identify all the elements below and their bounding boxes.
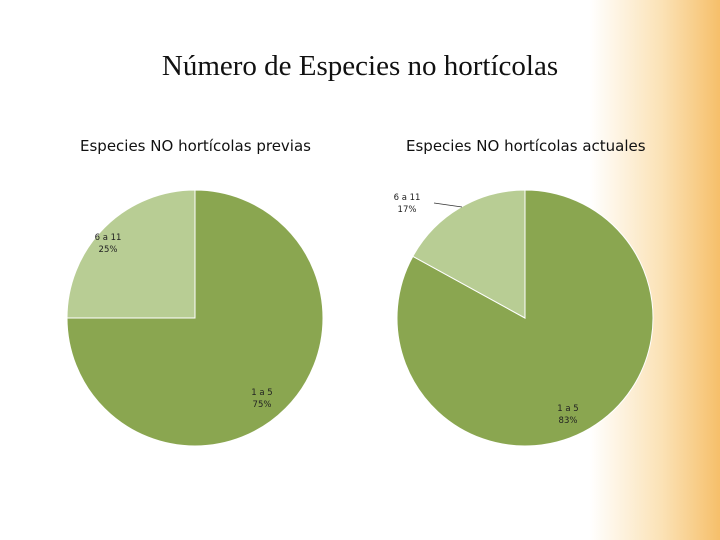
chart-title-actuales: Especies NO hortícolas actuales — [406, 137, 646, 155]
pie-1-label-value-1: 17% — [398, 205, 417, 215]
slide-title: Número de Especies no hortícolas — [161, 50, 559, 82]
pie-1-label-name-0: 1 a 5 — [557, 404, 578, 414]
pie-1-slice-1 — [412, 189, 526, 319]
pie-1-label-value-0: 83% — [559, 416, 578, 426]
chart-title-previas: Especies NO hortícolas previas — [80, 137, 311, 155]
pie-0-label-value-0: 75% — [253, 400, 272, 410]
pie-0-label-value-1: 25% — [99, 245, 118, 255]
pie-0-slice-0 — [66, 189, 324, 447]
pie-1-label-name-1: 6 a 11 — [394, 193, 421, 203]
pie-1-leader-line — [433, 202, 463, 208]
pie-0-slice-1 — [66, 189, 196, 319]
pie-0-label-name-1: 6 a 11 — [95, 233, 122, 243]
pie-0-label-name-0: 1 a 5 — [251, 388, 272, 398]
